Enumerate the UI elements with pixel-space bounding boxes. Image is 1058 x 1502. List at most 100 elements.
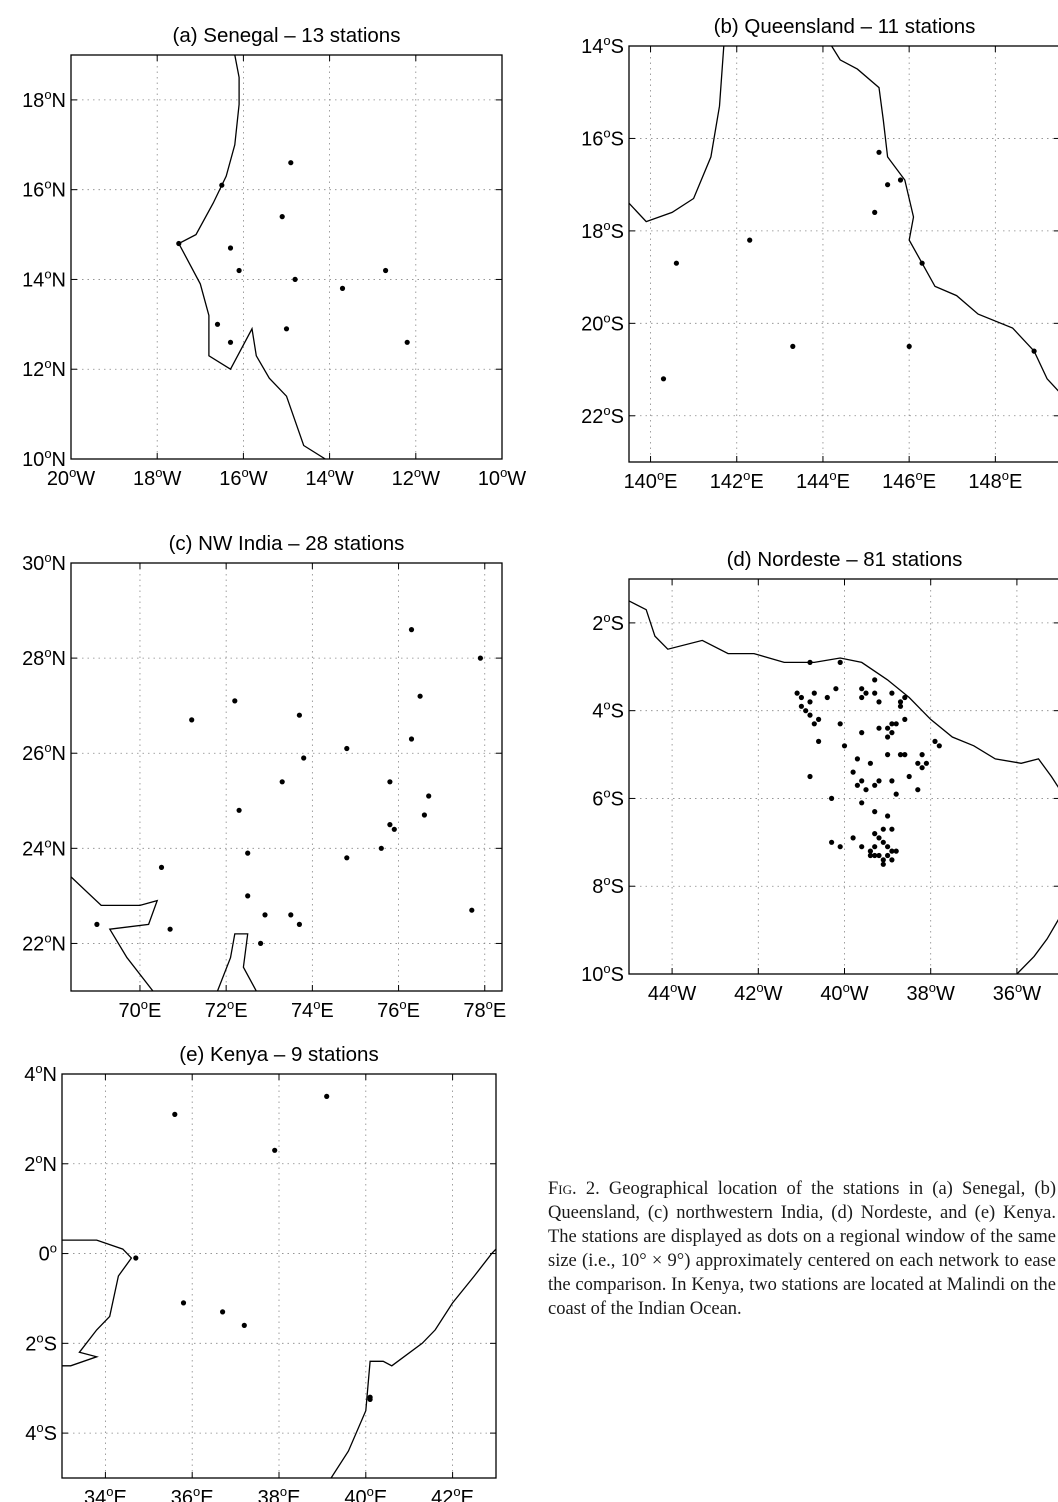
x-tick-label: 140oE <box>624 468 678 493</box>
station-dot <box>876 778 882 784</box>
station-dot <box>923 760 930 766</box>
station-dot <box>885 813 891 819</box>
y-tick-label: 28oN <box>22 645 66 670</box>
map-frame <box>628 45 1058 463</box>
station-dot <box>885 725 891 731</box>
station-dot <box>936 743 942 749</box>
x-tick-label: 144oE <box>796 468 850 493</box>
station-dot <box>897 752 904 758</box>
y-tick-label: 8oS <box>592 873 624 898</box>
station-dot <box>919 260 925 266</box>
station-dot <box>245 850 251 856</box>
station-dot <box>867 760 874 766</box>
station-dot <box>872 677 878 683</box>
station-dot <box>391 826 397 832</box>
station-dot <box>816 738 822 745</box>
station-dot <box>837 659 843 666</box>
station-dot <box>889 826 895 832</box>
caption-lead: Fig. 2. <box>548 1179 600 1199</box>
y-tick-label: 4oS <box>592 698 624 723</box>
x-tick-label: 16oW <box>219 465 267 490</box>
map-title: (e) Kenya – 9 stations <box>179 1043 378 1066</box>
station-dot <box>807 659 813 666</box>
x-tick-label: 146oE <box>882 468 936 493</box>
station-dot <box>859 730 865 736</box>
station-dot <box>850 835 856 841</box>
coastline <box>1016 919 1058 974</box>
station-dot <box>227 339 234 345</box>
y-tick-label: 2oS <box>25 1330 57 1355</box>
station-dot <box>811 690 817 696</box>
map-frame <box>70 54 503 460</box>
x-tick-label: 74oE <box>291 997 334 1022</box>
station-dot <box>880 826 886 832</box>
station-dot <box>807 699 813 705</box>
station-dot <box>915 787 921 793</box>
station-dot <box>889 690 895 696</box>
station-dot <box>885 734 891 740</box>
station-dot <box>859 800 865 806</box>
x-tick-label: 42oE <box>431 1484 474 1502</box>
station-dot <box>872 809 878 815</box>
station-dot <box>837 721 843 727</box>
station-dot <box>863 787 869 793</box>
station-dot <box>829 795 835 802</box>
station-dot <box>296 921 302 928</box>
station-dot <box>807 773 813 780</box>
y-tick-label: 22oN <box>22 930 66 955</box>
station-dot <box>906 343 912 349</box>
station-dot <box>288 160 294 166</box>
station-dot <box>859 778 865 784</box>
station-dot <box>893 791 899 797</box>
station-dot <box>214 321 221 327</box>
station-dot <box>885 752 891 758</box>
station-dot <box>279 779 285 785</box>
station-dot <box>172 1111 178 1117</box>
x-tick-label: 70oE <box>119 997 162 1022</box>
station-dot <box>893 848 899 854</box>
coastline <box>62 1239 133 1367</box>
station-dot <box>367 1396 373 1402</box>
station-dot <box>876 852 882 859</box>
station-dot <box>807 712 813 718</box>
y-tick-label: 4oS <box>25 1420 57 1445</box>
y-tick-label: 2oN <box>24 1151 57 1176</box>
station-dot <box>241 1322 247 1328</box>
station-dot <box>283 326 290 332</box>
station-dot <box>919 765 925 771</box>
y-tick-label: 12oN <box>22 356 66 381</box>
station-dot <box>863 690 869 696</box>
y-tick-label: 30oN <box>22 550 66 575</box>
station-dot <box>889 730 895 736</box>
station-dot <box>469 907 475 913</box>
y-tick-label: 2oS <box>592 610 624 635</box>
y-tick-label: 14oN <box>22 266 66 291</box>
station-dot <box>158 864 165 871</box>
station-dot <box>885 852 891 859</box>
station-dot <box>180 1300 187 1306</box>
station-dot <box>872 782 878 788</box>
station-dot <box>344 855 350 861</box>
station-dot <box>167 926 173 932</box>
station-dot <box>816 716 822 723</box>
station-dot <box>837 844 843 850</box>
station-dot <box>859 686 865 692</box>
coastline <box>177 55 326 459</box>
x-tick-label: 14oW <box>305 465 353 490</box>
station-dot <box>288 912 294 918</box>
x-tick-label: 20oW <box>47 465 95 490</box>
station-dot <box>189 717 195 723</box>
station-dot <box>829 839 835 845</box>
station-dot <box>902 752 908 758</box>
y-tick-label: 26oN <box>22 740 66 765</box>
station-dot <box>236 807 242 813</box>
station-dot <box>872 209 878 215</box>
station-dot <box>1031 348 1037 354</box>
x-tick-label: 18oW <box>133 465 181 490</box>
map-panel-nw-india: 70oE 72oE 74oE 76oE 78oE 22oN 24oN 26oN 28oN 30oN… <box>22 532 506 1022</box>
station-dot <box>872 690 878 696</box>
station-dot <box>408 627 415 633</box>
coastline <box>629 46 725 223</box>
station-dot <box>915 760 921 766</box>
